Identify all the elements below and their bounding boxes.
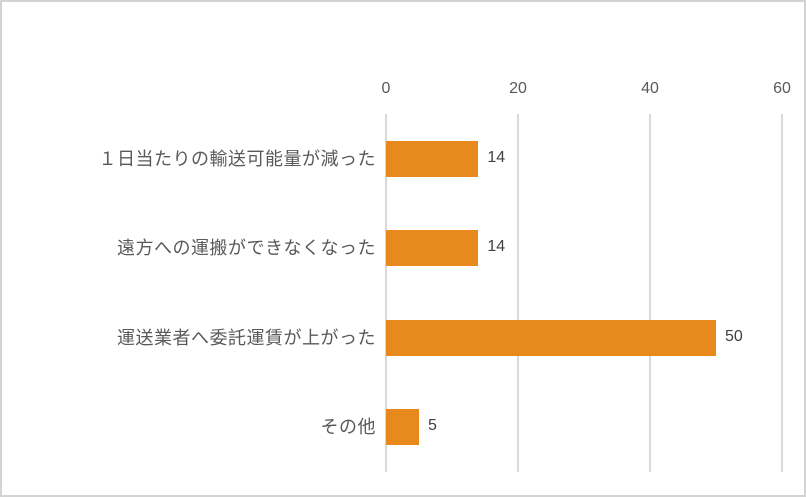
- category-label: 運送業者へ委託運賃が上がった: [117, 327, 376, 348]
- bar: [386, 140, 479, 177]
- x-axis-tick-label: 40: [641, 80, 659, 97]
- category-label: １日当たりの輸送可能量が減った: [98, 148, 376, 169]
- category-label: 遠方への運搬ができなくなった: [117, 238, 376, 259]
- value-label: 5: [428, 417, 437, 435]
- gridline: [781, 114, 783, 472]
- x-axis-tick-label: 60: [773, 80, 791, 97]
- x-axis-tick-label: 0: [381, 80, 391, 97]
- gridline: [385, 114, 387, 472]
- bar: [386, 409, 419, 446]
- value-label: 50: [725, 327, 743, 345]
- gridline: [649, 114, 651, 472]
- category-label: その他: [320, 417, 376, 438]
- x-axis-tick-label: 20: [509, 80, 527, 97]
- bar: [386, 319, 716, 356]
- bar: [386, 230, 479, 267]
- value-label: 14: [487, 148, 506, 166]
- gridline: [517, 114, 519, 472]
- value-label: 14: [487, 238, 506, 256]
